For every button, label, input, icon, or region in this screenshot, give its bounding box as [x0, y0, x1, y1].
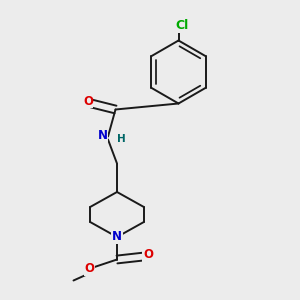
Text: N: N — [112, 230, 122, 244]
Text: O: O — [83, 94, 93, 108]
Text: N: N — [98, 129, 108, 142]
Text: O: O — [84, 262, 94, 275]
Text: H: H — [117, 134, 126, 144]
Text: O: O — [143, 248, 153, 262]
Text: Cl: Cl — [175, 19, 188, 32]
